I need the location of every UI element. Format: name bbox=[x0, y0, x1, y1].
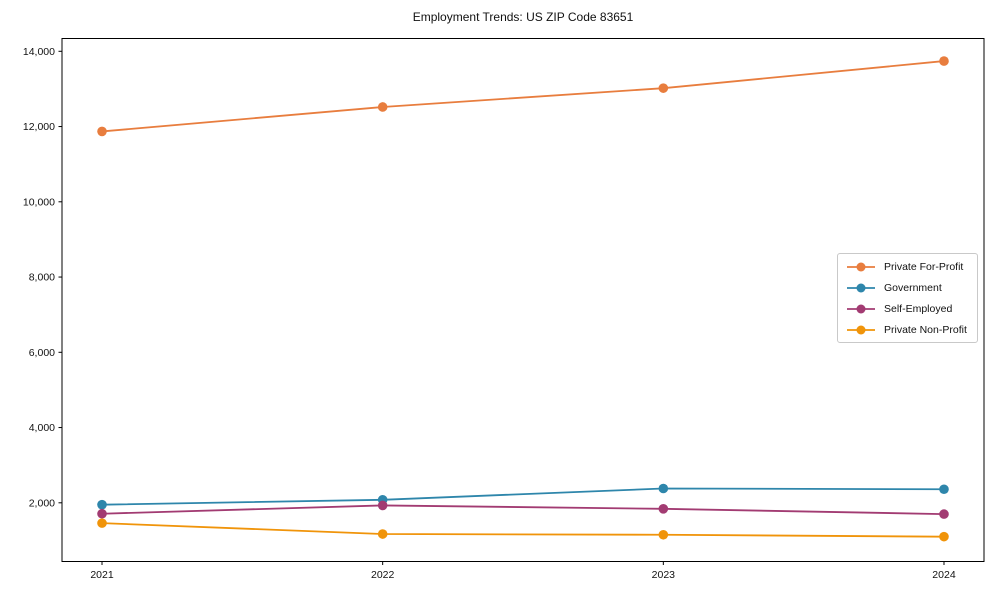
x-tick-label: 2023 bbox=[652, 569, 676, 581]
data-point-private-for-profit-2024 bbox=[939, 56, 949, 66]
legend-label: Self-Employed bbox=[884, 302, 953, 315]
y-tick-label: 14,000 bbox=[23, 46, 55, 58]
y-tick-label: 4,000 bbox=[29, 422, 55, 434]
legend-label: Government bbox=[884, 281, 942, 294]
y-tick-label: 12,000 bbox=[23, 121, 55, 133]
data-point-self-employed-2022 bbox=[377, 500, 388, 511]
data-point-government-2024 bbox=[939, 484, 949, 495]
data-point-government-2023 bbox=[658, 483, 669, 494]
chart-title: Employment Trends: US ZIP Code 83651 bbox=[412, 10, 634, 24]
legend-line-marker-icon bbox=[847, 262, 875, 271]
data-point-private-for-profit-2021 bbox=[97, 126, 107, 137]
data-point-private-for-profit-2022 bbox=[377, 102, 388, 112]
legend-label: Private Non-Profit bbox=[884, 323, 967, 336]
x-tick-label: 2021 bbox=[90, 569, 114, 581]
legend-line-marker-icon bbox=[847, 304, 875, 313]
plot-border bbox=[61, 38, 985, 562]
data-point-self-employed-2021 bbox=[97, 508, 107, 519]
x-tick-label: 2022 bbox=[371, 569, 395, 581]
legend-line-marker-icon bbox=[847, 325, 875, 334]
legend-item-private-non-profit: Private Non-Profit bbox=[846, 319, 969, 340]
data-point-self-employed-2024 bbox=[939, 509, 949, 519]
y-tick-label: 6,000 bbox=[29, 347, 55, 359]
data-point-private-non-profit-2023 bbox=[658, 529, 669, 540]
series-line-private-for-profit bbox=[101, 60, 945, 133]
legend-label: Private For-Profit bbox=[884, 260, 964, 273]
legend-item-self-employed: Self-Employed bbox=[846, 298, 969, 319]
legend-dot-icon bbox=[856, 262, 866, 271]
series-line-private-non-profit bbox=[101, 522, 945, 538]
legend-item-government: Government bbox=[846, 277, 969, 298]
data-point-government-2021 bbox=[97, 499, 107, 510]
series-line-self-employed bbox=[101, 504, 945, 515]
legend-dot-icon bbox=[856, 304, 866, 313]
data-point-private-non-profit-2022 bbox=[377, 529, 388, 539]
legend-dot-icon bbox=[856, 283, 866, 292]
data-point-private-non-profit-2021 bbox=[97, 518, 107, 528]
data-point-self-employed-2023 bbox=[658, 504, 669, 514]
legend-item-private-for-profit: Private For-Profit bbox=[846, 256, 969, 277]
x-tick-label: 2024 bbox=[932, 569, 956, 581]
data-point-private-for-profit-2023 bbox=[658, 83, 669, 93]
data-point-private-non-profit-2024 bbox=[939, 531, 949, 542]
legend-dot-icon bbox=[856, 325, 866, 334]
chart-legend: Private For-Profit Government Self-Employe… bbox=[837, 253, 978, 343]
y-tick-label: 10,000 bbox=[23, 196, 55, 208]
legend-line-marker-icon bbox=[847, 283, 875, 292]
series-line-government bbox=[101, 487, 945, 506]
y-tick-label: 2,000 bbox=[29, 497, 55, 509]
y-tick-label: 8,000 bbox=[29, 272, 55, 284]
